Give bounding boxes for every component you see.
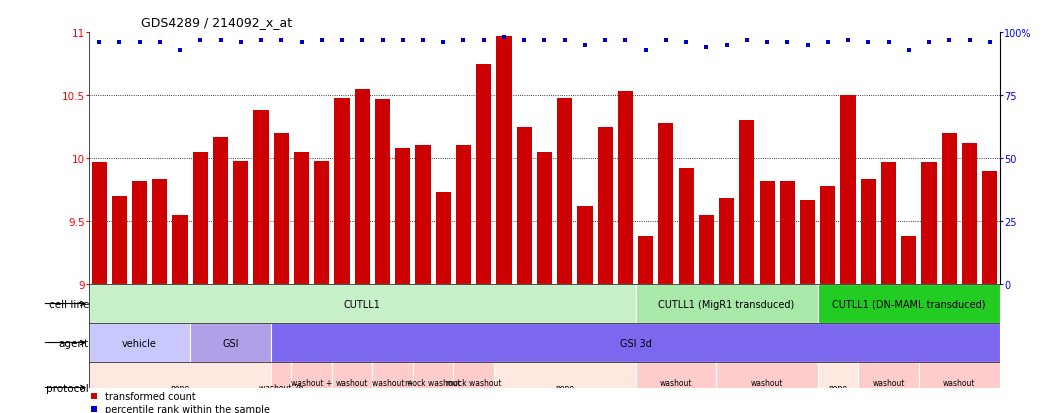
Bar: [294, 152, 309, 285]
Bar: [193, 152, 208, 285]
Bar: [716, 362, 818, 413]
Bar: [395, 149, 410, 285]
Bar: [413, 362, 453, 413]
Bar: [334, 98, 350, 285]
Bar: [638, 237, 653, 285]
Bar: [89, 362, 271, 413]
Bar: [818, 285, 1000, 323]
Text: washout +
CHX 4h: washout + CHX 4h: [372, 378, 414, 397]
Bar: [919, 362, 1000, 413]
Bar: [355, 90, 370, 285]
Text: mock washout
+ CHX 2h: mock washout + CHX 2h: [405, 378, 461, 397]
Bar: [436, 192, 451, 285]
Bar: [577, 206, 593, 285]
Text: transformed count: transformed count: [106, 391, 196, 401]
Text: CUTLL1 (DN-MAML transduced): CUTLL1 (DN-MAML transduced): [832, 299, 985, 309]
Bar: [213, 138, 228, 285]
Text: CUTLL1 (MigR1 transduced): CUTLL1 (MigR1 transduced): [659, 299, 795, 309]
Text: mock washout
+ CHX 4h: mock washout + CHX 4h: [446, 378, 502, 397]
Bar: [901, 237, 916, 285]
Text: percentile rank within the sample: percentile rank within the sample: [106, 404, 270, 413]
Bar: [881, 162, 896, 285]
Bar: [678, 169, 694, 285]
Bar: [91, 162, 107, 285]
Bar: [820, 186, 836, 285]
Text: washout
4h: washout 4h: [336, 378, 369, 397]
Bar: [636, 362, 716, 413]
Text: agent: agent: [59, 338, 89, 348]
Bar: [271, 362, 291, 413]
Bar: [416, 146, 430, 285]
Bar: [618, 92, 633, 285]
Bar: [780, 181, 795, 285]
Bar: [841, 96, 855, 285]
Text: CUTLL1: CUTLL1: [343, 299, 381, 309]
Bar: [233, 161, 248, 285]
Bar: [494, 362, 636, 413]
Text: GSI 3d: GSI 3d: [620, 338, 651, 348]
Bar: [314, 161, 330, 285]
Bar: [291, 362, 332, 413]
Text: washout +
CHX 2h: washout + CHX 2h: [291, 378, 332, 397]
Bar: [941, 133, 957, 285]
Bar: [659, 123, 673, 285]
Text: protocol: protocol: [46, 382, 89, 393]
Text: washout
4h: washout 4h: [751, 378, 783, 397]
Bar: [719, 199, 734, 285]
Bar: [476, 64, 491, 285]
Bar: [859, 362, 919, 413]
Bar: [800, 200, 816, 285]
Bar: [112, 197, 127, 285]
Bar: [273, 133, 289, 285]
Text: washout
2h: washout 2h: [660, 378, 692, 397]
Bar: [373, 362, 413, 413]
Text: GDS4289 / 214092_x_at: GDS4289 / 214092_x_at: [141, 16, 292, 29]
Text: none: none: [828, 383, 847, 392]
Text: washout
2h: washout 2h: [872, 378, 905, 397]
Text: washout
4h: washout 4h: [943, 378, 976, 397]
Bar: [759, 181, 775, 285]
Bar: [453, 362, 494, 413]
Bar: [818, 362, 859, 413]
Bar: [861, 180, 876, 285]
Bar: [152, 180, 168, 285]
Bar: [332, 362, 373, 413]
Bar: [516, 127, 532, 285]
Bar: [173, 215, 187, 285]
Bar: [89, 323, 191, 362]
Text: vehicle: vehicle: [122, 338, 157, 348]
Text: GSI: GSI: [222, 338, 239, 348]
Bar: [375, 100, 391, 285]
Bar: [271, 323, 1000, 362]
Bar: [739, 121, 755, 285]
Text: none: none: [171, 383, 190, 392]
Bar: [982, 171, 998, 285]
Bar: [496, 37, 512, 285]
Bar: [962, 144, 977, 285]
Bar: [598, 127, 612, 285]
Bar: [191, 323, 271, 362]
Text: none: none: [555, 383, 574, 392]
Bar: [253, 111, 269, 285]
Bar: [132, 181, 148, 285]
Bar: [557, 98, 573, 285]
Bar: [89, 285, 636, 323]
Text: washout 2h: washout 2h: [259, 383, 304, 392]
Text: cell line: cell line: [48, 299, 89, 309]
Bar: [455, 146, 471, 285]
Bar: [921, 162, 937, 285]
Bar: [636, 285, 818, 323]
Bar: [537, 152, 552, 285]
Bar: [698, 215, 714, 285]
